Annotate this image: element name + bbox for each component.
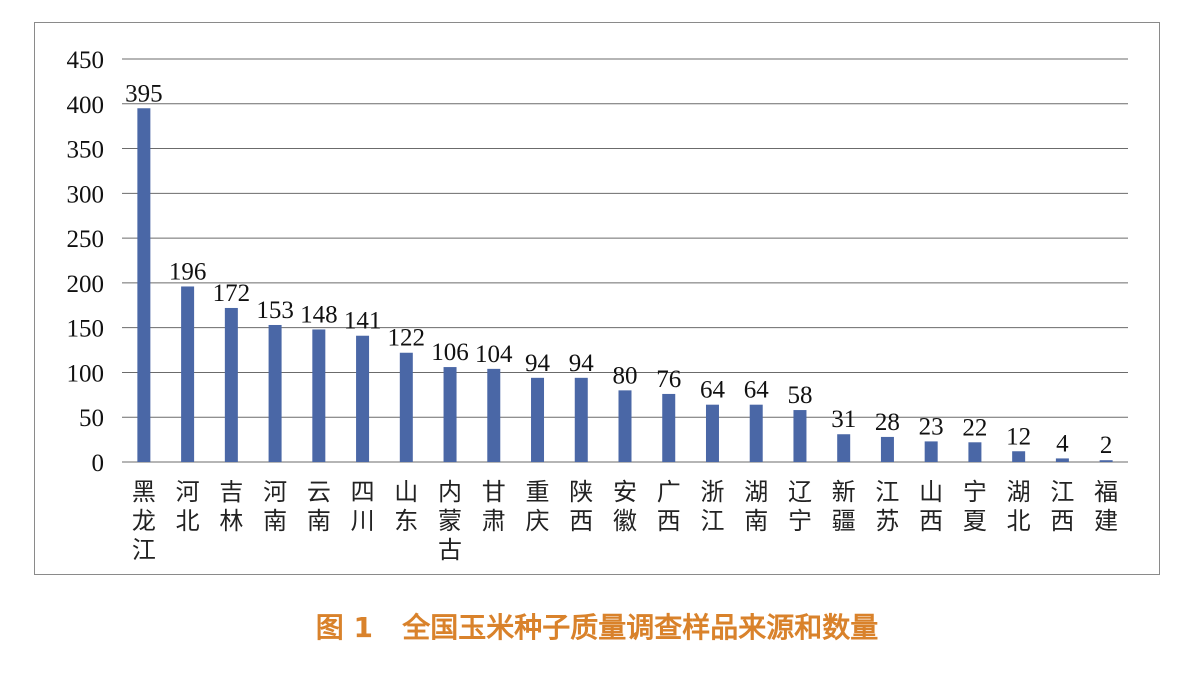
data-label: 31 — [831, 406, 856, 433]
bar — [749, 404, 763, 462]
data-label: 106 — [431, 339, 469, 366]
category-label: 江西 — [1050, 478, 1074, 535]
category-label: 福建 — [1094, 478, 1118, 535]
data-label: 22 — [962, 414, 987, 441]
data-label: 58 — [787, 382, 812, 409]
category-label: 湖南 — [744, 478, 768, 535]
category-label: 江苏 — [875, 478, 899, 535]
data-label: 196 — [169, 258, 207, 285]
data-label: 28 — [875, 409, 900, 436]
bar — [837, 434, 851, 462]
bar — [1012, 451, 1026, 462]
bar — [880, 436, 894, 462]
bar — [224, 307, 238, 462]
bar — [443, 367, 457, 462]
category-label: 黑龙江 — [132, 478, 156, 564]
bar — [662, 393, 676, 462]
category-label: 山西 — [919, 478, 943, 535]
data-label: 2 — [1100, 432, 1113, 459]
y-tick-label: 0 — [92, 450, 105, 477]
category-label: 重庆 — [526, 478, 550, 535]
bar — [618, 390, 632, 462]
bar — [181, 286, 195, 462]
grid-layer — [122, 58, 1128, 463]
data-label: 172 — [213, 280, 251, 307]
bar — [399, 352, 413, 462]
data-label: 153 — [256, 297, 294, 324]
y-tick-label: 150 — [67, 316, 105, 343]
bar — [137, 108, 151, 462]
data-label: 4 — [1056, 430, 1069, 457]
bar — [487, 368, 501, 462]
bar — [312, 329, 326, 462]
category-label: 陕西 — [569, 478, 593, 535]
y-axis-ticks: 0 50 100 150 200 250 300 350 400 450 — [67, 47, 105, 477]
data-label: 141 — [344, 308, 382, 335]
category-label: 甘肃 — [482, 478, 506, 535]
data-label: 94 — [525, 350, 551, 377]
category-labels: 黑龙江河北吉林河南云南四川山东内蒙古甘肃重庆陕西安徽广西浙江湖南辽宁新疆江苏山西… — [132, 478, 1118, 564]
category-label: 安徽 — [613, 478, 637, 535]
category-label: 河南 — [263, 478, 287, 535]
y-tick-label: 50 — [79, 405, 104, 432]
bar — [356, 335, 370, 462]
category-label: 宁夏 — [963, 478, 987, 535]
y-tick-label: 350 — [67, 137, 105, 164]
y-tick-label: 200 — [67, 271, 105, 298]
data-label: 76 — [656, 366, 681, 393]
category-label: 新疆 — [832, 478, 856, 535]
bar-chart: 0 50 100 150 200 250 300 350 400 450 395 196172153… — [67, 47, 1128, 564]
y-tick-label: 450 — [67, 47, 105, 74]
category-label: 内蒙古 — [438, 478, 462, 564]
bar — [705, 404, 719, 462]
y-tick-label: 100 — [67, 360, 105, 387]
y-tick-label: 300 — [67, 181, 105, 208]
bar — [924, 441, 938, 462]
data-label: 64 — [744, 377, 770, 404]
data-label: 122 — [388, 325, 426, 352]
data-label: 395 — [125, 80, 163, 107]
bar — [968, 442, 982, 462]
category-label: 四川 — [351, 478, 375, 535]
bar — [1055, 458, 1069, 462]
data-label: 148 — [300, 301, 338, 328]
bars — [137, 108, 1113, 462]
chart-frame — [34, 22, 1160, 575]
data-label: 104 — [475, 341, 513, 368]
category-label: 浙江 — [700, 478, 724, 535]
bar — [531, 377, 545, 462]
y-tick-label: 250 — [67, 226, 105, 253]
category-label: 广西 — [657, 478, 681, 535]
figure-caption: 图 1 全国玉米种子质量调查样品来源和数量 — [315, 611, 879, 644]
category-label: 山东 — [394, 478, 418, 535]
bar — [574, 377, 588, 462]
category-label: 湖北 — [1007, 478, 1031, 535]
category-label: 辽宁 — [788, 478, 812, 535]
bar — [793, 410, 807, 462]
data-label: 94 — [569, 350, 595, 377]
category-label: 云南 — [307, 478, 331, 535]
y-tick-label: 400 — [67, 92, 105, 119]
data-label: 12 — [1006, 423, 1031, 450]
category-label: 河北 — [176, 478, 200, 535]
data-label: 80 — [613, 362, 638, 389]
data-label: 64 — [700, 377, 726, 404]
data-label: 23 — [919, 413, 944, 440]
bar — [1099, 460, 1113, 462]
bar — [268, 324, 282, 462]
category-label: 吉林 — [219, 478, 243, 535]
